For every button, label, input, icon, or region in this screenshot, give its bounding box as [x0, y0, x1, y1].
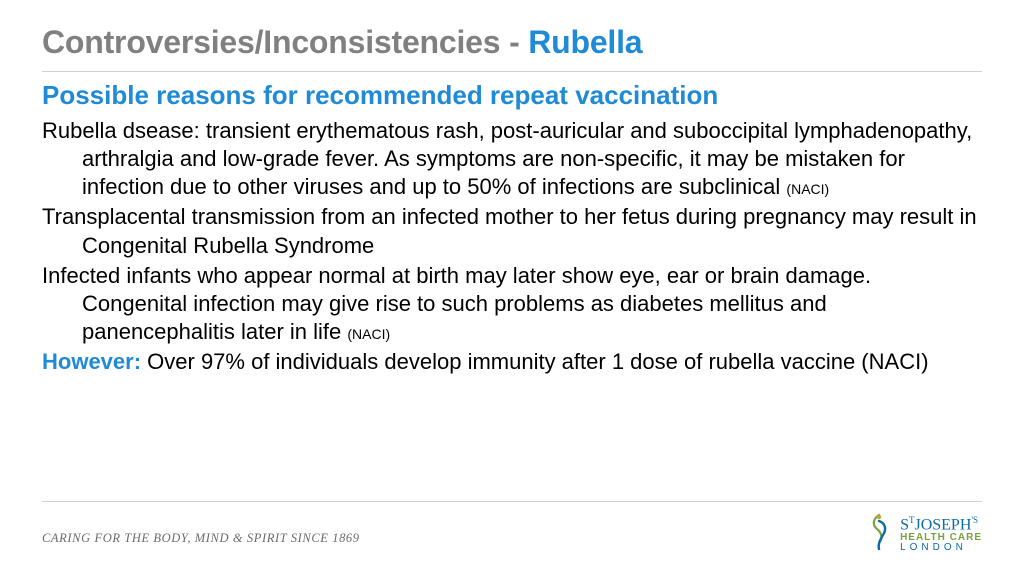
logo-text: STJOSEPH'S HEALTH CARE LONDON: [900, 516, 982, 553]
body-paragraph: Transplacental transmission from an infe…: [42, 203, 982, 259]
body-paragraph: Infected infants who appear normal at bi…: [42, 262, 982, 346]
logo-line-1: STJOSEPH'S: [900, 516, 982, 533]
body-paragraph: Rubella dsease: transient erythematous r…: [42, 117, 982, 201]
slide-title: Controversies/Inconsistencies - Rubella: [42, 24, 982, 61]
title-rule: [42, 71, 982, 72]
slide: Controversies/Inconsistencies - Rubella …: [0, 0, 1024, 576]
footer-rule: [42, 501, 982, 502]
footer-tagline: CARING FOR THE BODY, MIND & SPIRIT SINCE…: [42, 531, 360, 546]
title-part-blue: Rubella: [528, 24, 642, 60]
para-text: Over 97% of individuals develop immunity…: [147, 349, 928, 374]
logo-icon: [864, 513, 894, 556]
citation: (NACI): [786, 181, 829, 197]
subheading: Possible reasons for recommended repeat …: [42, 80, 982, 111]
para-text: Rubella dsease: transient erythematous r…: [42, 118, 972, 199]
org-logo: STJOSEPH'S HEALTH CARE LONDON: [864, 513, 982, 556]
title-part-gray: Controversies/Inconsistencies -: [42, 24, 528, 60]
para-text: Infected infants who appear normal at bi…: [42, 263, 871, 344]
body-paragraph: However: Over 97% of individuals develop…: [42, 348, 982, 376]
logo-line-3: LONDON: [900, 543, 982, 553]
emphasis-lead: However:: [42, 349, 147, 374]
citation: (NACI): [347, 326, 390, 342]
para-text: Transplacental transmission from an infe…: [42, 204, 977, 257]
